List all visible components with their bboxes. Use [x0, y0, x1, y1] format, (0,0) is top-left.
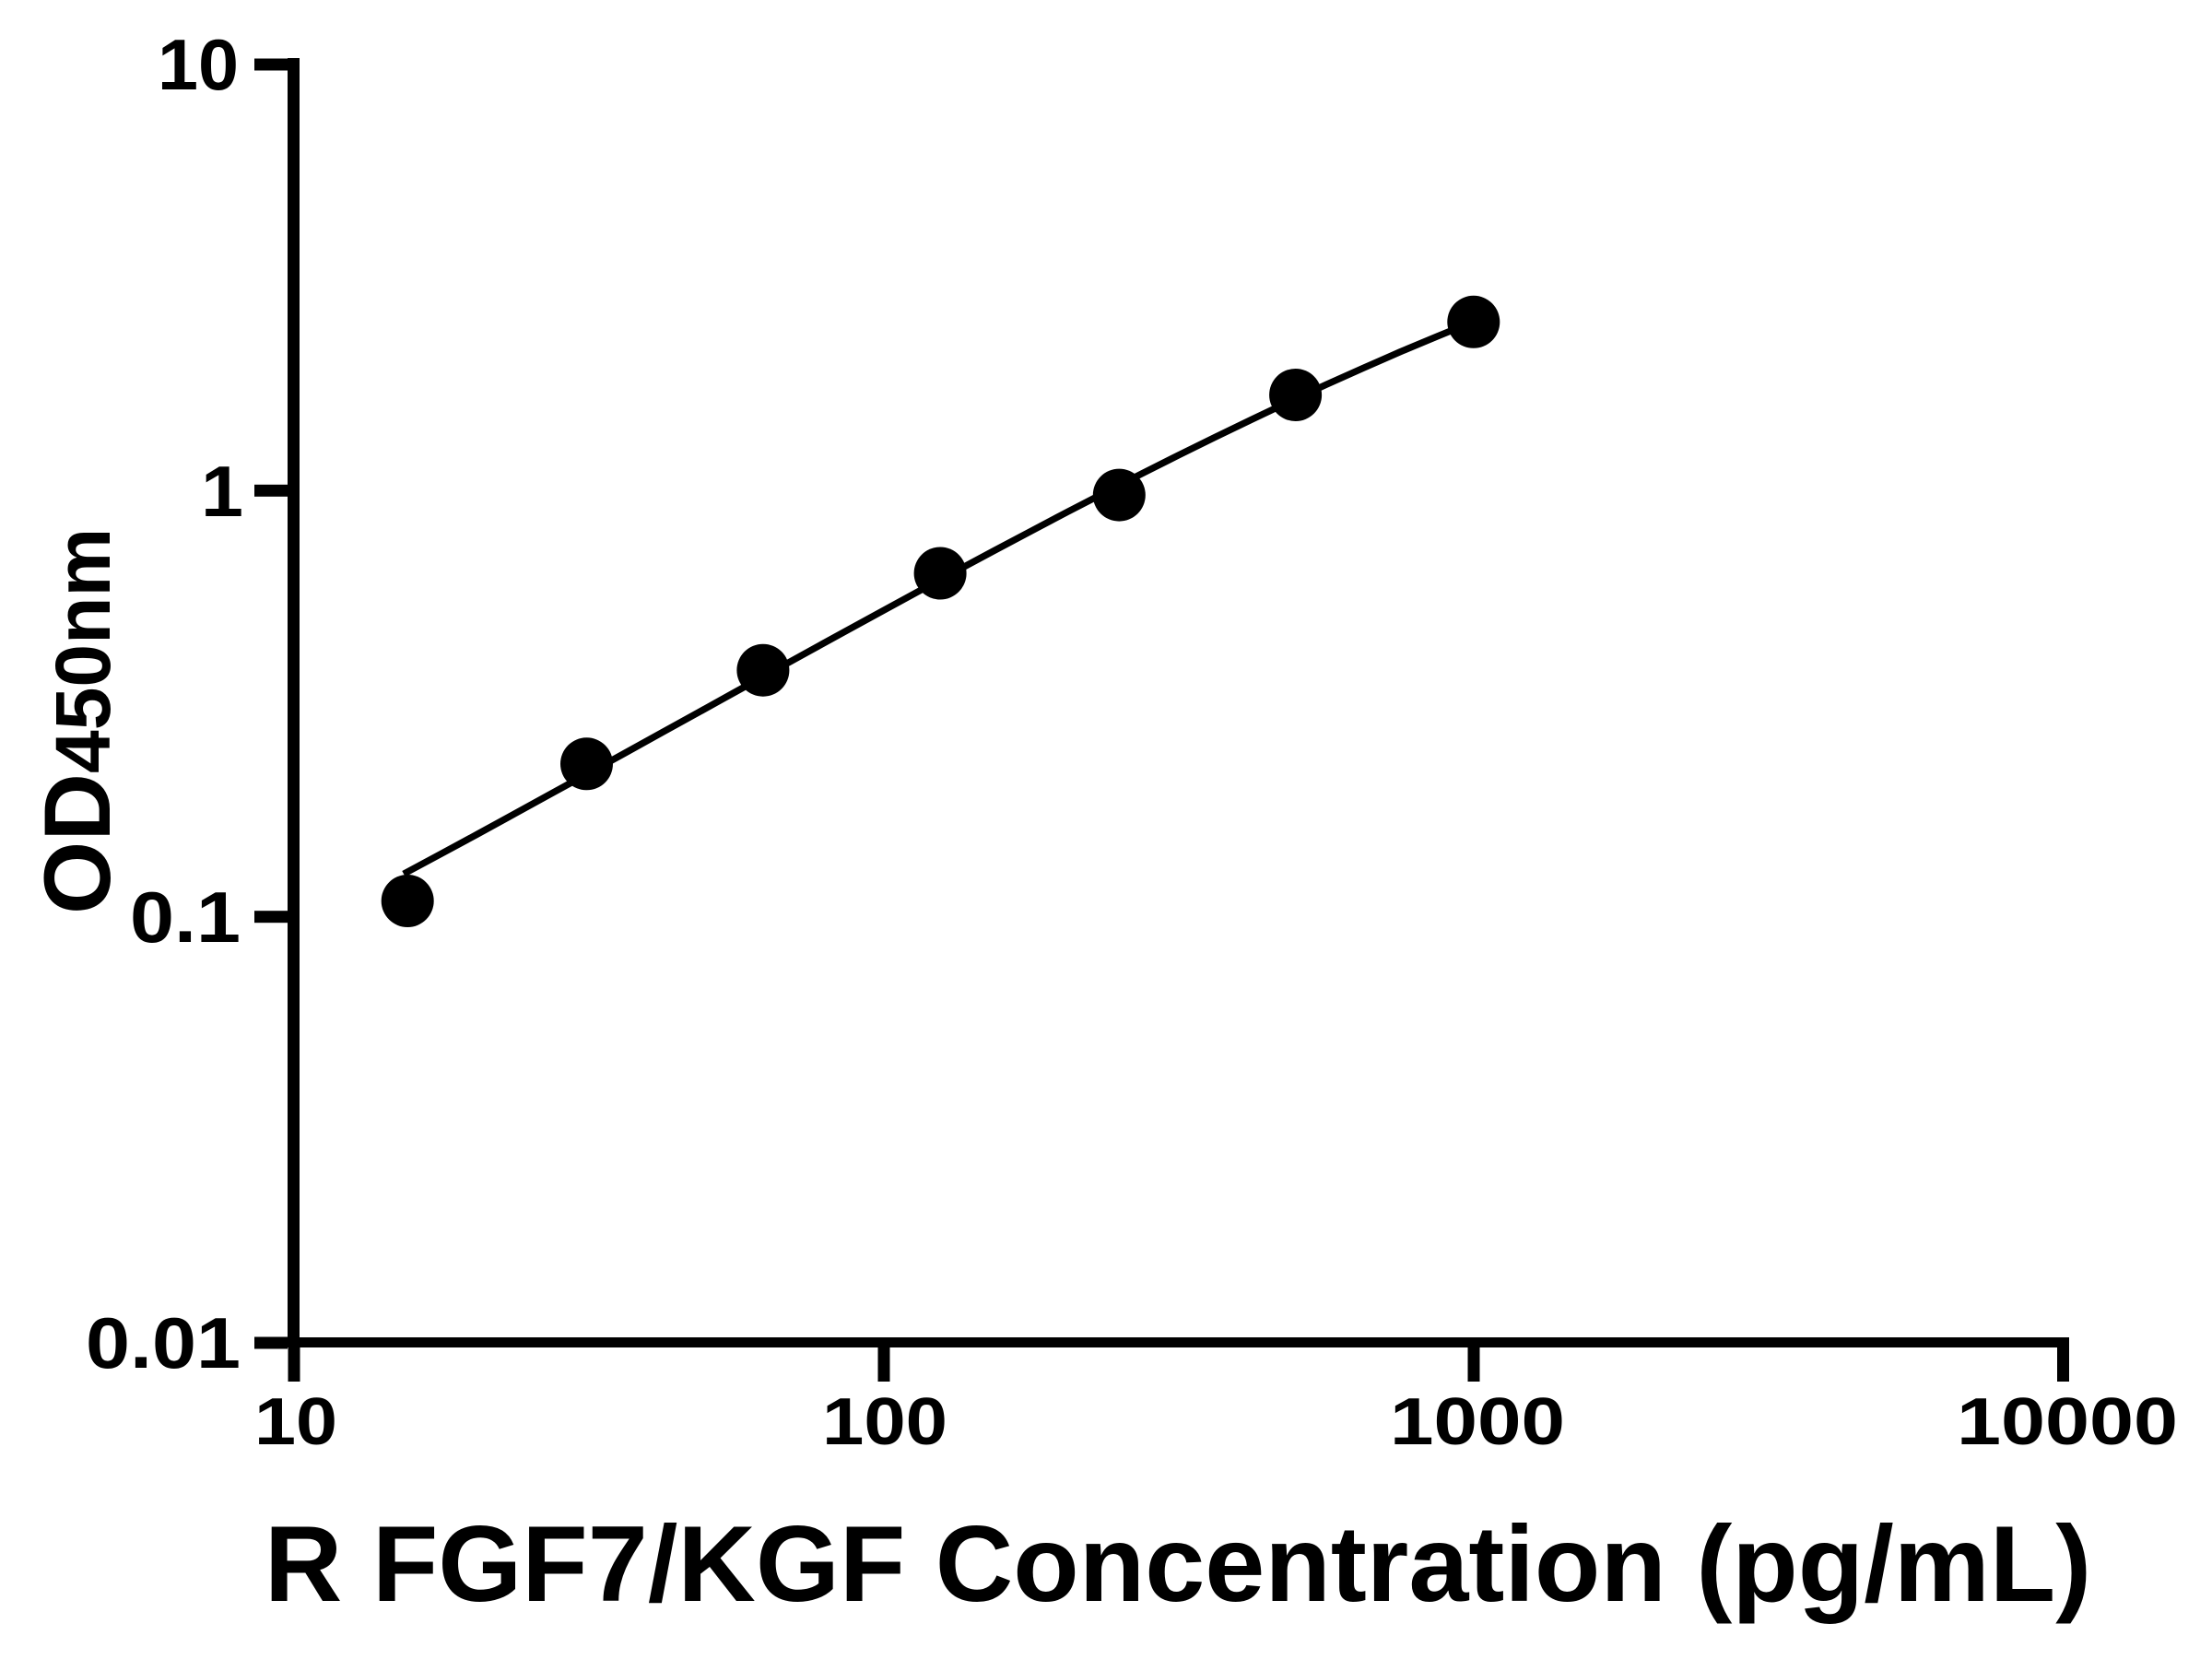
- svg-text:10: 10: [158, 24, 239, 105]
- svg-text:1000: 1000: [1390, 1385, 1565, 1459]
- svg-text:10: 10: [254, 1385, 337, 1459]
- svg-text:0.01: 0.01: [86, 1302, 241, 1383]
- svg-text:10000: 10000: [1957, 1385, 2178, 1459]
- svg-text:OD450nm: OD450nm: [25, 528, 130, 914]
- svg-text:1: 1: [201, 451, 243, 532]
- svg-text:0.1: 0.1: [130, 877, 241, 958]
- svg-text:100: 100: [822, 1385, 947, 1459]
- svg-text:R FGF7/KGF Concentration (pg/m: R FGF7/KGF Concentration (pg/mL): [265, 1503, 2091, 1624]
